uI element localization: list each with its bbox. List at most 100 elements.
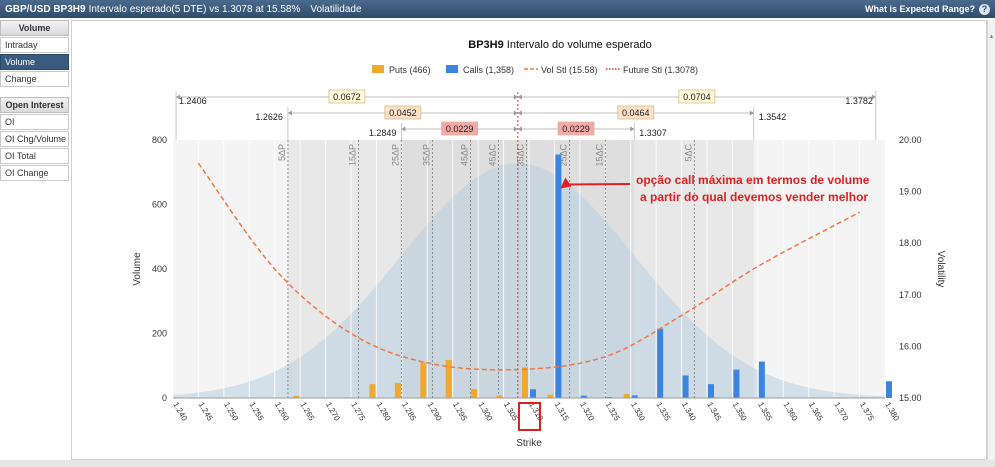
vertical-scrollbar[interactable]: ▲ xyxy=(987,20,995,460)
sidebar: Volume Intraday Volume Change Open Inter… xyxy=(0,20,69,460)
sidebar-section-volume: Volume xyxy=(0,20,69,36)
call-bar xyxy=(555,154,562,398)
delta-label: 25ΔP xyxy=(390,144,400,166)
range-width-box xyxy=(678,89,716,104)
question-icon[interactable]: ? xyxy=(979,3,990,15)
call-bar xyxy=(530,389,536,398)
range-width-box xyxy=(441,121,478,136)
range-arrow xyxy=(513,126,522,132)
scroll-up-icon[interactable]: ▲ xyxy=(988,34,995,40)
annotation-arrow xyxy=(566,183,631,186)
delta-label: 45ΔP xyxy=(460,144,470,166)
call-bar xyxy=(708,384,714,398)
x-tick-label: 1.345 xyxy=(705,401,723,423)
range-arrow xyxy=(401,126,406,132)
annotation-line1: opção call máxima em termos de volume xyxy=(636,173,870,187)
sidebar-item-volume[interactable]: Volume xyxy=(0,54,69,70)
y2-tick-label: 20.00 xyxy=(899,135,922,145)
delta-label: 5ΔP xyxy=(277,144,287,161)
x-tick-label: 1.270 xyxy=(324,401,342,423)
y2-axis-label: Volatility xyxy=(935,251,946,288)
range-high-label: 1.3307 xyxy=(639,128,667,138)
x-tick-label: 1.360 xyxy=(782,401,800,423)
x-tick-label: 1.350 xyxy=(731,401,749,423)
range-width-label: 0.0229 xyxy=(562,124,590,134)
x-tick-label: 1.320 xyxy=(578,401,596,423)
help-label[interactable]: What is Expected Range? xyxy=(864,4,975,14)
range-arrow xyxy=(871,94,876,100)
instrument-title: GBP/USD BP3H9 xyxy=(5,3,86,15)
x-tick-label: 1.300 xyxy=(476,401,494,423)
put-bar xyxy=(471,388,478,398)
range-width-label: 0.0229 xyxy=(446,124,474,134)
call-bar xyxy=(758,361,765,398)
volatility-label[interactable]: Volatilidade xyxy=(310,3,362,15)
chart-title: BP3H9 Intervalo do volume esperado xyxy=(468,39,651,51)
put-bar xyxy=(293,395,300,398)
x-tick-label: 1.380 xyxy=(883,401,901,423)
range-width-box xyxy=(384,105,422,120)
sidebar-item-oi-chg-volume[interactable]: OI Chg/Volume xyxy=(0,131,69,147)
range-width-label: 0.0464 xyxy=(622,108,650,118)
y-tick-label: 400 xyxy=(152,264,167,274)
range-width-label: 0.0704 xyxy=(683,92,711,102)
x-tick-label: 1.355 xyxy=(756,401,774,423)
title-bar: GBP/USD BP3H9 Intervalo esperado(5 DTE) … xyxy=(0,0,995,18)
call-bar xyxy=(657,328,664,398)
range-arrow xyxy=(749,110,754,116)
legend-label: Puts (466) xyxy=(389,65,431,75)
x-tick-label: 1.335 xyxy=(654,401,672,423)
call-bar xyxy=(580,395,587,398)
x-tick-label: 1.315 xyxy=(553,401,571,423)
range-width-box xyxy=(617,105,655,120)
delta-label: 35ΔP xyxy=(421,144,431,166)
x-tick-label: 1.305 xyxy=(502,401,520,423)
x-axis-label: Strike xyxy=(516,438,542,449)
sidebar-item-intraday[interactable]: Intraday xyxy=(0,37,69,53)
y2-tick-label: 18.00 xyxy=(899,238,922,248)
sidebar-item-oi-change[interactable]: OI Change xyxy=(0,165,69,181)
delta-label: 15ΔC xyxy=(594,144,604,167)
vol-smile-line xyxy=(197,162,860,371)
call-bar xyxy=(631,395,638,398)
delta-label: 25ΔC xyxy=(559,144,569,167)
instrument-subtitle: Intervalo esperado(5 DTE) vs 1.3078 at 1… xyxy=(88,3,301,15)
x-tick-label: 1.265 xyxy=(298,401,316,423)
sidebar-item-oi-total[interactable]: OI Total xyxy=(0,148,69,164)
x-tick-label: 1.275 xyxy=(349,401,367,423)
put-bar xyxy=(623,394,630,398)
range-arrow xyxy=(287,110,292,116)
put-bar xyxy=(394,382,401,398)
range-low-label: 1.2406 xyxy=(179,96,207,106)
y-tick-label: 0 xyxy=(162,393,167,403)
y2-tick-label: 17.00 xyxy=(899,290,922,300)
delta-label: 15ΔP xyxy=(348,144,358,166)
put-bar xyxy=(369,384,376,398)
call-bar xyxy=(733,369,740,398)
range-width-label: 0.0672 xyxy=(333,92,361,102)
call-bar xyxy=(886,381,892,398)
sidebar-item-oi[interactable]: OI xyxy=(0,114,69,130)
range-low-label: 1.2626 xyxy=(255,112,283,122)
range-arrow xyxy=(513,110,522,116)
call-bar xyxy=(682,375,689,398)
help-link[interactable]: What is Expected Range? ? xyxy=(864,3,990,15)
delta-label: 35ΔC xyxy=(515,144,525,167)
x-tick-label: 1.245 xyxy=(197,401,215,423)
legend-swatch xyxy=(372,65,384,73)
range-arrow xyxy=(630,126,635,132)
legend-label: Calls (1,358) xyxy=(463,65,514,75)
sidebar-item-change[interactable]: Change xyxy=(0,71,69,87)
legend-swatch xyxy=(446,65,458,73)
put-bar xyxy=(522,367,528,398)
bottom-strip xyxy=(0,460,995,467)
x-tick-label: 1.240 xyxy=(171,401,189,423)
range-arrow xyxy=(176,94,181,100)
range-width-box xyxy=(557,121,595,136)
y-axis-label: Volume xyxy=(132,252,143,286)
delta-label: 45ΔC xyxy=(487,144,497,167)
x-tick-label: 1.325 xyxy=(604,401,622,423)
x-tick-label: 1.295 xyxy=(451,401,469,423)
x-tick-label: 1.280 xyxy=(375,401,393,423)
